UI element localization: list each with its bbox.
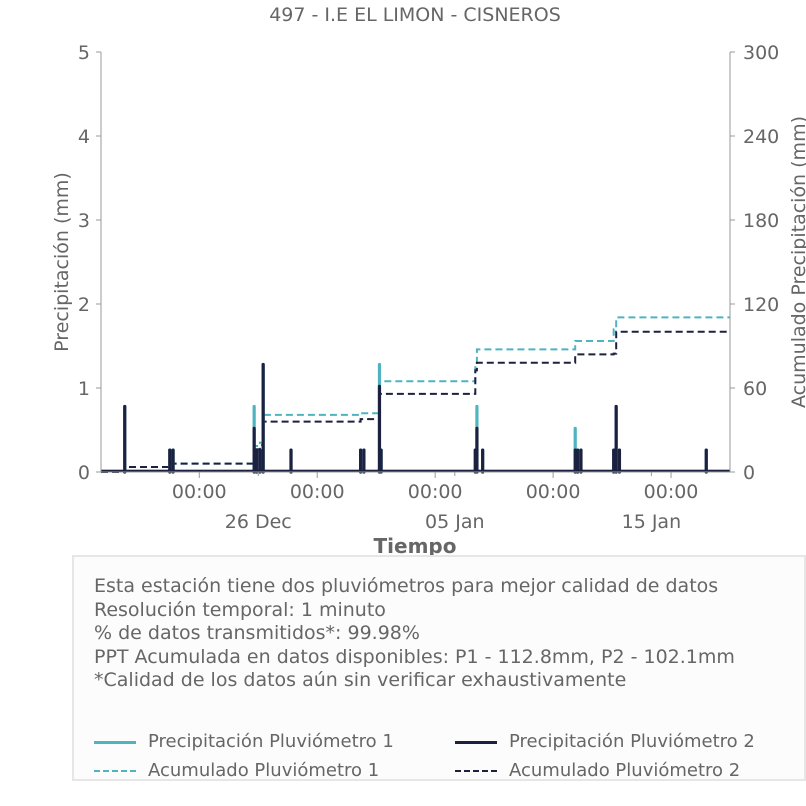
y-tick-label-4: 4 bbox=[78, 126, 90, 148]
y-tick-label-2: 2 bbox=[78, 294, 90, 316]
axis-layer: 0 1 2 3 4 5 0 60 120 180 240 300 00:00 00:00 00:00 00:0… bbox=[78, 42, 779, 533]
info-text: Esta estación tiene dos pluviómetros par… bbox=[94, 575, 735, 693]
y-tick-label-5: 5 bbox=[78, 42, 90, 64]
legend-label-acc1: Acumulado Pluviómetro 1 bbox=[148, 760, 380, 781]
y2-tick-label-3: 180 bbox=[743, 210, 779, 232]
y2-axis-label: Acumulado Precipitación (mm) bbox=[788, 116, 806, 408]
x-date-label-0: 26 Dec bbox=[225, 511, 292, 533]
y-tick-label-1: 1 bbox=[78, 378, 90, 400]
info-line-transmitted: % de datos transmitidos*: 99.98% bbox=[94, 622, 420, 644]
y2-tick-label-0: 0 bbox=[743, 462, 755, 484]
legend-swatch-p2 bbox=[455, 741, 497, 744]
y-axis-label: Precipitación (mm) bbox=[51, 172, 73, 352]
x-tick-label-0: 00:00 bbox=[172, 481, 227, 503]
y2-tick-label-2: 120 bbox=[743, 294, 779, 316]
series-line-acumulado-1 bbox=[101, 316, 730, 473]
x-date-label-2: 15 Jan bbox=[622, 511, 682, 533]
x-tick-label-4: 00:00 bbox=[644, 481, 699, 503]
info-line-resolution: Resolución temporal: 1 minuto bbox=[94, 598, 386, 621]
info-line-quality: *Calidad de los datos aún sin verificar … bbox=[94, 669, 627, 691]
series-layer bbox=[101, 316, 730, 474]
legend-label-p2: Precipitación Pluviómetro 2 bbox=[509, 731, 755, 752]
legend-label-p1: Precipitación Pluviómetro 1 bbox=[148, 731, 394, 752]
x-tick-label-2: 00:00 bbox=[408, 481, 463, 503]
info-line-accumulated: PPT Acumulada en datos disponibles: P1 -… bbox=[94, 645, 735, 668]
y-tick-label-3: 3 bbox=[78, 210, 90, 232]
legend-swatch-acc1 bbox=[94, 770, 136, 772]
x-axis-label: Tiempo bbox=[374, 534, 457, 558]
info-box: Esta estación tiene dos pluviómetros par… bbox=[72, 555, 806, 781]
legend-label-acc2: Acumulado Pluviómetro 2 bbox=[509, 760, 741, 781]
chart-title: 497 - I.E EL LIMON - CISNEROS bbox=[269, 4, 561, 26]
x-date-label-1: 05 Jan bbox=[425, 511, 485, 533]
legend-swatch-p1 bbox=[94, 741, 136, 744]
y-tick-label-0: 0 bbox=[78, 462, 90, 484]
series-line-acumulado-2 bbox=[101, 330, 730, 473]
y2-tick-label-4: 240 bbox=[743, 126, 779, 148]
legend-swatch-acc2 bbox=[455, 770, 497, 772]
x-tick-label-1: 00:00 bbox=[290, 481, 345, 503]
y2-tick-label-5: 300 bbox=[743, 42, 779, 64]
y2-tick-label-1: 60 bbox=[743, 378, 767, 400]
info-line-stations: Esta estación tiene dos pluviómetros par… bbox=[94, 575, 719, 597]
x-tick-label-3: 00:00 bbox=[526, 481, 581, 503]
